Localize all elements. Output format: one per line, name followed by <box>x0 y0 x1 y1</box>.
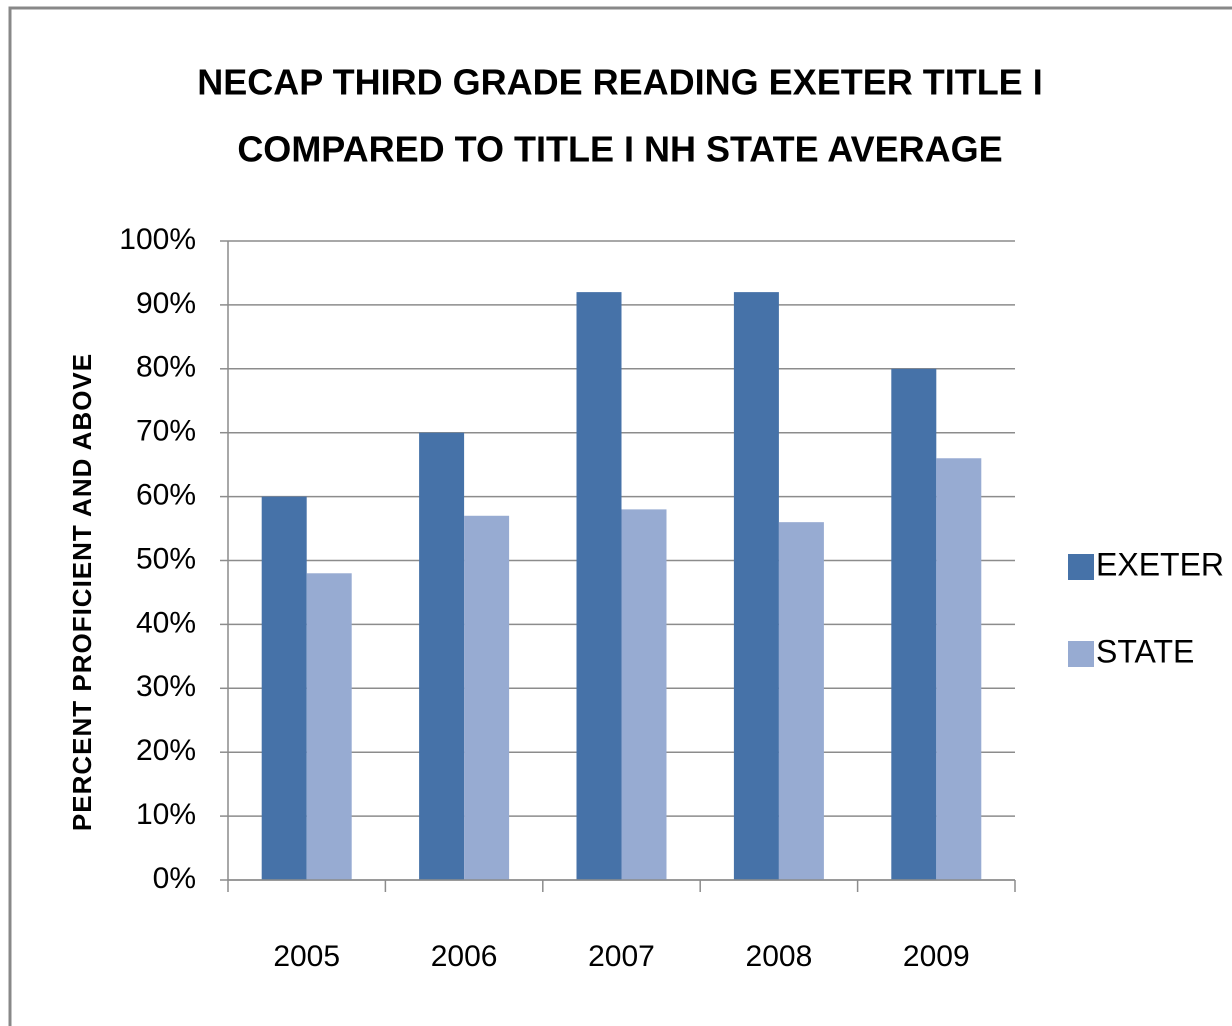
x-tick-label: 2008 <box>746 940 813 973</box>
y-tick-label: 90% <box>136 287 196 320</box>
chart-title: COMPARED TO TITLE I NH STATE AVERAGE <box>237 129 1002 170</box>
legend-swatch <box>1068 641 1094 667</box>
y-tick-label: 20% <box>136 734 196 767</box>
y-tick-label: 60% <box>136 479 196 512</box>
bar <box>464 515 510 880</box>
y-tick-label: 80% <box>136 351 196 384</box>
bar <box>733 292 779 880</box>
bar <box>306 573 352 880</box>
bar <box>778 522 824 880</box>
y-tick-label: 10% <box>136 798 196 831</box>
x-tick-label: 2009 <box>903 940 970 973</box>
bar <box>419 432 465 880</box>
legend-label: STATE <box>1096 633 1194 669</box>
x-tick-label: 2005 <box>273 940 340 973</box>
legend-swatch <box>1068 554 1094 580</box>
x-tick-label: 2006 <box>431 940 498 973</box>
y-tick-label: 50% <box>136 542 196 575</box>
bar <box>891 368 937 880</box>
chart-title: NECAP THIRD GRADE READING EXETER TITLE I <box>197 62 1042 103</box>
y-axis-label: PERCENT PROFICIENT AND ABOVE <box>67 353 97 831</box>
bar <box>576 292 622 880</box>
bar <box>621 509 667 880</box>
y-tick-label: 40% <box>136 606 196 639</box>
bar <box>261 496 307 880</box>
x-tick-label: 2007 <box>588 940 655 973</box>
y-tick-label: 30% <box>136 670 196 703</box>
y-tick-label: 100% <box>119 223 196 256</box>
legend-label: EXETER <box>1096 546 1224 582</box>
bar <box>936 458 982 880</box>
y-tick-label: 0% <box>153 862 196 895</box>
y-tick-label: 70% <box>136 415 196 448</box>
